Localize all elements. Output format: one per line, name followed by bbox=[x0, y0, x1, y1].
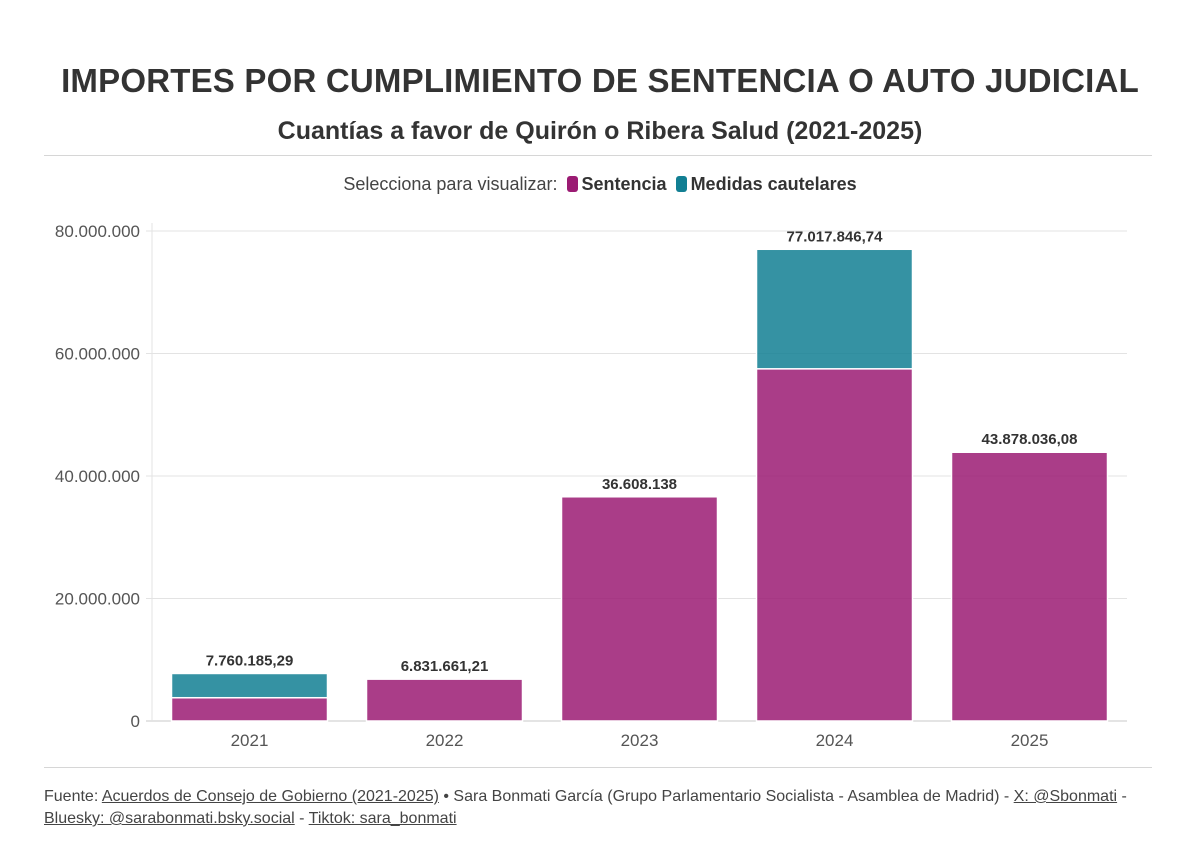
y-tick-label: 40.000.000 bbox=[55, 467, 140, 486]
legend-item-sentencia[interactable]: Sentencia bbox=[566, 174, 667, 194]
y-tick-label: 60.000.000 bbox=[55, 345, 140, 364]
x-tick-label-2024: 2024 bbox=[816, 731, 854, 750]
legend: Selecciona para visualizar: Sentencia Me… bbox=[0, 174, 1200, 195]
y-tick-label: 0 bbox=[131, 712, 140, 731]
y-axis: 0 20.000.000 40.000.000 60.000.000 80.000.00… bbox=[55, 222, 153, 731]
legend-label-sentencia: Sentencia bbox=[581, 174, 667, 194]
y-tick-label: 20.000.000 bbox=[55, 590, 140, 609]
data-labels: 7.760.185,29 6.831.661,21 36.608.138 77.017… bbox=[206, 228, 1078, 675]
separator-2: - bbox=[294, 810, 309, 827]
legend-swatch-medidas bbox=[675, 176, 687, 192]
x-tick-label-2023: 2023 bbox=[621, 731, 659, 750]
stacked-bar-chart: 0 20.000.000 40.000.000 60.000.000 80.000.00… bbox=[55, 222, 1127, 750]
source-link[interactable]: Acuerdos de Consejo de Gobierno (2021-20… bbox=[101, 788, 439, 805]
bar-2024-medidas-cautelares[interactable] bbox=[755, 248, 914, 370]
data-label-2025: 43.878.036,08 bbox=[982, 431, 1078, 448]
x-link[interactable]: X: @Sbonmati bbox=[1013, 788, 1118, 805]
bluesky-link[interactable]: Bluesky: @sarabonmati.bsky.social bbox=[44, 810, 295, 827]
x-tick-label-2021: 2021 bbox=[231, 731, 269, 750]
bar-2024-sentencia[interactable] bbox=[755, 368, 914, 722]
legend-swatch-sentencia bbox=[566, 176, 578, 192]
author-text: • Sara Bonmati García (Grupo Parlamentar… bbox=[438, 788, 1014, 805]
y-tick-label: 80.000.000 bbox=[55, 222, 140, 241]
bar-2025-sentencia[interactable] bbox=[950, 451, 1109, 722]
legend-item-medidas[interactable]: Medidas cautelares bbox=[675, 174, 857, 194]
bars bbox=[170, 248, 1109, 722]
header-divider bbox=[44, 155, 1152, 156]
data-label-2023: 36.608.138 bbox=[602, 476, 677, 493]
footer-divider bbox=[44, 767, 1152, 768]
x-tick-label-2022: 2022 bbox=[426, 731, 464, 750]
x-tick-label-2025: 2025 bbox=[1011, 731, 1049, 750]
footer: Fuente: Acuerdos de Consejo de Gobierno … bbox=[44, 786, 1144, 830]
chart-title: IMPORTES POR CUMPLIMIENTO DE SENTENCIA O… bbox=[61, 62, 1139, 99]
bar-2022-sentencia[interactable] bbox=[365, 678, 524, 722]
data-label-2024: 77.017.846,74 bbox=[787, 228, 884, 245]
data-label-2022: 6.831.661,21 bbox=[401, 658, 489, 675]
tiktok-link[interactable]: Tiktok: sara_bonmati bbox=[308, 810, 457, 827]
x-axis: 2021 2022 2023 2024 2025 bbox=[231, 731, 1049, 750]
legend-prompt: Selecciona para visualizar: bbox=[343, 174, 558, 194]
bar-2023-sentencia[interactable] bbox=[560, 496, 719, 722]
bar-2021-sentencia[interactable] bbox=[170, 696, 329, 722]
separator-1: - bbox=[1117, 788, 1127, 805]
data-label-2021: 7.760.185,29 bbox=[206, 652, 294, 669]
source-prefix: Fuente: bbox=[44, 788, 99, 805]
legend-label-medidas: Medidas cautelares bbox=[690, 174, 857, 194]
bar-2021-medidas-cautelares[interactable] bbox=[170, 672, 329, 699]
chart-subtitle: Cuantías a favor de Quirón o Ribera Salu… bbox=[277, 117, 923, 145]
